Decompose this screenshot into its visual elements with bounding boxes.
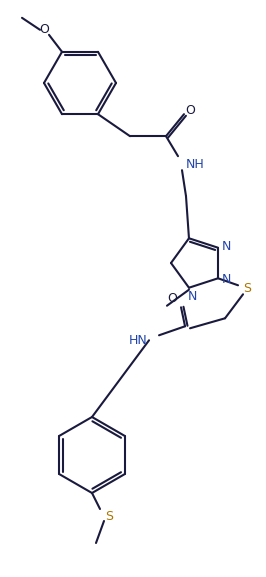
Text: O: O <box>185 104 195 117</box>
Text: HN: HN <box>128 334 147 347</box>
Text: S: S <box>105 509 113 523</box>
Text: N: N <box>187 290 197 304</box>
Text: N: N <box>221 273 231 286</box>
Text: S: S <box>243 282 251 295</box>
Text: O: O <box>39 23 49 36</box>
Text: NH: NH <box>186 158 205 171</box>
Text: N: N <box>221 240 231 253</box>
Text: O: O <box>167 292 177 305</box>
